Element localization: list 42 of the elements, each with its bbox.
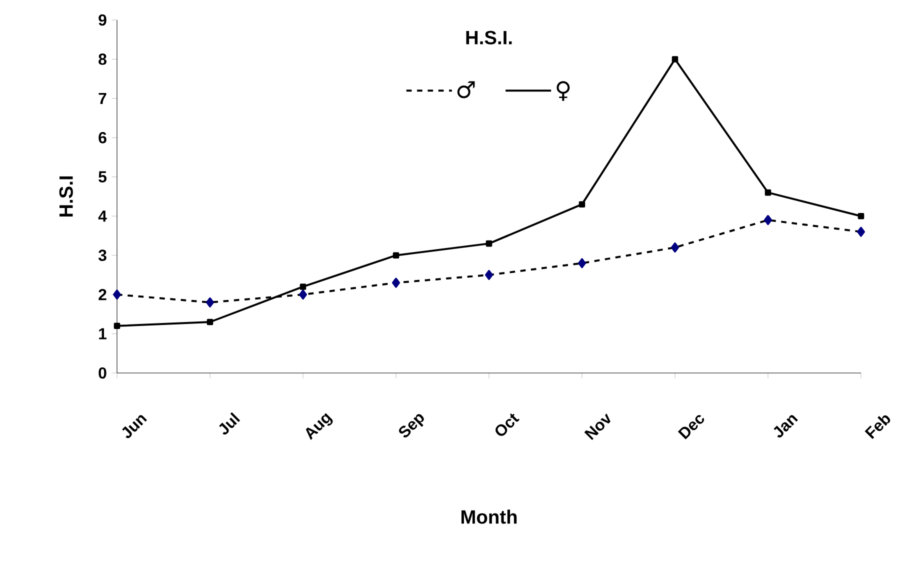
x-tick-label: Aug xyxy=(306,413,333,440)
y-tick-label: 5 xyxy=(98,171,107,182)
point xyxy=(764,215,772,226)
x-tick-label: Oct xyxy=(496,413,520,436)
y-axis-title: H.S.I xyxy=(59,176,73,217)
legend-label: ♂ xyxy=(457,81,475,98)
x-axis-title: Month xyxy=(461,510,517,524)
y-tick-label: 1 xyxy=(99,328,107,340)
x-tick-label: Dec xyxy=(678,415,704,440)
legend-label: ♀ xyxy=(556,81,570,101)
x-tick-label: Jul xyxy=(219,412,240,435)
point xyxy=(486,240,492,247)
y-tick-label: 6 xyxy=(98,132,106,144)
x-tick-label: Nov xyxy=(584,414,610,440)
y-tick-label: 9 xyxy=(98,14,106,26)
x-tick-label: Jan xyxy=(774,415,798,438)
x-tick-label: Sep xyxy=(398,414,424,438)
point xyxy=(485,270,494,280)
y-tick-label: 8 xyxy=(98,54,106,65)
y-tick-label: 7 xyxy=(98,92,106,104)
y-tick-label: 0 xyxy=(98,367,106,379)
point xyxy=(578,201,586,208)
point xyxy=(392,278,400,288)
point xyxy=(113,290,122,300)
y-tick-label: 4 xyxy=(98,210,107,222)
point xyxy=(764,189,772,196)
point xyxy=(672,56,678,62)
point xyxy=(299,290,308,300)
chart-title: H.S.I. xyxy=(466,30,512,44)
point xyxy=(858,212,864,220)
point xyxy=(300,284,306,290)
x-tick-label: Jun xyxy=(122,415,147,438)
point xyxy=(578,258,586,268)
point xyxy=(206,297,214,308)
point xyxy=(206,318,214,326)
y-tick-label: 3 xyxy=(98,250,106,262)
point xyxy=(856,226,865,237)
x-tick-label: Feb xyxy=(864,415,890,439)
point xyxy=(671,242,679,252)
point xyxy=(392,252,400,258)
point xyxy=(114,322,120,330)
y-tick-label: 2 xyxy=(98,288,106,300)
